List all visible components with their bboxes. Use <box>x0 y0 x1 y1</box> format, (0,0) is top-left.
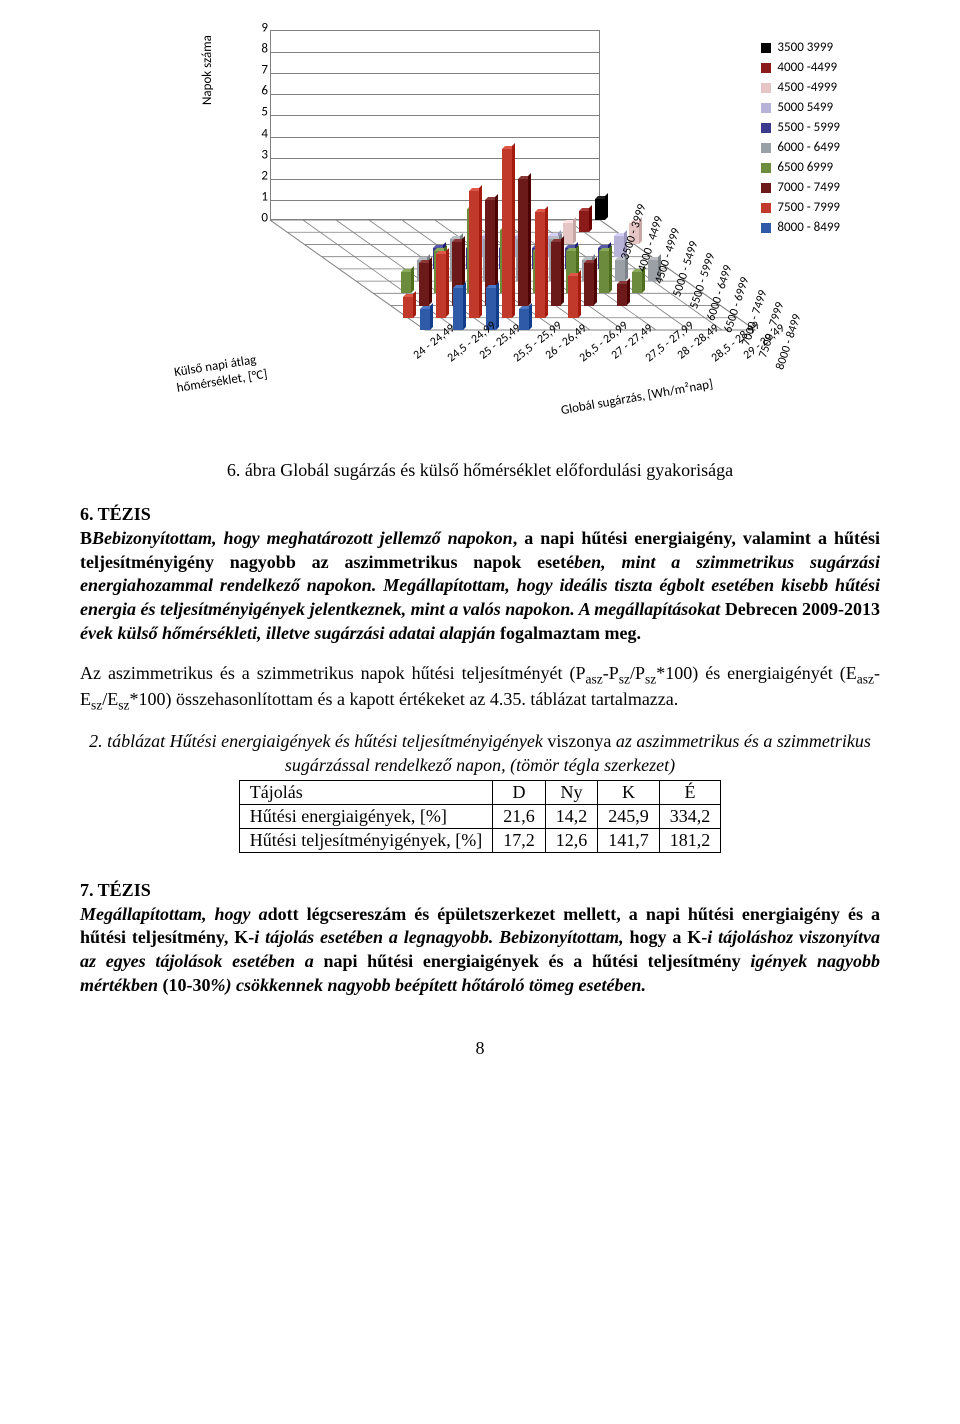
legend-item: 8000 - 8499 <box>761 220 840 235</box>
thesis-6-body: BBebizonyítottam, hogy meghatározott jel… <box>80 528 880 643</box>
legend-swatch <box>761 103 771 113</box>
legend-label: 5000 5499 <box>777 100 833 115</box>
table-row-label: Hűtési teljesítményigények, [%] <box>239 828 492 852</box>
table-header: Ny <box>545 780 598 804</box>
chart-bar <box>401 272 411 293</box>
thesis-6-head: 6. TÉZIS <box>80 504 151 524</box>
chart-bar <box>436 254 446 317</box>
chart-bar <box>419 263 429 305</box>
chart-bar <box>599 251 609 293</box>
chart-bar <box>519 309 529 330</box>
table-cell: 17,2 <box>493 828 546 852</box>
legend-swatch <box>761 83 771 93</box>
chart-bar <box>535 212 545 318</box>
table-cell: 12,6 <box>545 828 598 852</box>
legend-label: 6500 6999 <box>777 160 833 175</box>
chart-bar <box>568 276 578 318</box>
legend-swatch <box>761 223 771 233</box>
legend-label: 3500 3999 <box>777 40 833 55</box>
table-cell: 334,2 <box>659 804 721 828</box>
table-cell: 181,2 <box>659 828 721 852</box>
chart-bar <box>469 191 479 318</box>
chart-bar <box>617 284 627 305</box>
table-cell: 21,6 <box>493 804 546 828</box>
thesis-7-body: Megállapítottam, hogy adott légcsereszám… <box>80 904 880 995</box>
y-axis-ticks: 0123456789 <box>248 28 268 222</box>
thesis-7-head: 7. TÉZIS <box>80 880 151 900</box>
legend-swatch <box>761 123 771 133</box>
bar3d-chart: Napok száma 0123456789 24 - 24,4924,5 - … <box>130 20 830 440</box>
legend-item: 6500 6999 <box>761 160 840 175</box>
thesis-6: 6. TÉZIS BBebizonyítottam, hogy meghatár… <box>80 503 880 646</box>
legend-label: 4500 -4999 <box>777 80 837 95</box>
legend-swatch <box>761 43 771 53</box>
legend-label: 5500 - 5999 <box>777 120 840 135</box>
legend-item: 4000 -4499 <box>761 60 840 75</box>
table-caption: 2. táblázat Hűtési energiaigények és hűt… <box>80 730 880 778</box>
chart-bar <box>420 309 430 330</box>
chart-bar <box>563 223 573 244</box>
y-axis-title: Napok száma <box>200 35 215 105</box>
table-cell: 245,9 <box>598 804 660 828</box>
legend-label: 6000 - 6499 <box>777 140 840 155</box>
chart-bar <box>595 199 605 220</box>
table-header-row: Tájolás D Ny K É <box>239 780 720 804</box>
chart-bar <box>502 149 512 318</box>
page-number: 8 <box>80 1038 880 1059</box>
chart-bar <box>632 272 642 293</box>
legend-label: 7500 - 7999 <box>777 200 840 215</box>
table-row-label: Hűtési energiaigények, [%] <box>239 804 492 828</box>
legend-label: 4000 -4499 <box>777 60 837 75</box>
legend-item: 5500 - 5999 <box>761 120 840 135</box>
paragraph-compare: Az aszimmetrikus és a szimmetrikus napok… <box>80 662 880 715</box>
legend-swatch <box>761 183 771 193</box>
table-cell: 141,7 <box>598 828 660 852</box>
legend-item: 6000 - 6499 <box>761 140 840 155</box>
figure-caption: 6. ábra Globál sugárzás és külső hőmérsé… <box>80 460 880 481</box>
table-col-label: Tájolás <box>239 780 492 804</box>
legend-item: 7500 - 7999 <box>761 200 840 215</box>
legend-label: 8000 - 8499 <box>777 220 840 235</box>
legend-item: 3500 3999 <box>761 40 840 55</box>
chart-bar <box>453 288 463 330</box>
thesis-7: 7. TÉZIS Megállapítottam, hogy adott lég… <box>80 879 880 998</box>
legend-swatch <box>761 163 771 173</box>
chart-bar <box>518 179 528 306</box>
legend-swatch <box>761 143 771 153</box>
chart-bar <box>403 297 413 318</box>
legend-item: 5000 5499 <box>761 100 840 115</box>
legend-swatch <box>761 63 771 73</box>
chart-bar <box>551 242 561 305</box>
table-cell: 14,2 <box>545 804 598 828</box>
legend-item: 7000 - 7499 <box>761 180 840 195</box>
x-outer-title: Külső napi átlaghőmérséklet, [°C] <box>173 351 268 396</box>
table-header: K <box>598 780 660 804</box>
legend-swatch <box>761 203 771 213</box>
chart-bar <box>579 211 589 232</box>
table-row: Hűtési energiaigények, [%] 21,6 14,2 245… <box>239 804 720 828</box>
legend-label: 7000 - 7499 <box>777 180 840 195</box>
table-2: Tájolás D Ny K É Hűtési energiaigények, … <box>239 780 721 853</box>
x-inner-title: Globál sugárzás, [Wh/m²nap] <box>560 377 714 419</box>
legend-item: 4500 -4999 <box>761 80 840 95</box>
table-row: Hűtési teljesítményigények, [%] 17,2 12,… <box>239 828 720 852</box>
chart-legend: 3500 3999 4000 -4499 4500 -4999 5000 5499 55… <box>761 40 840 240</box>
table-header: É <box>659 780 721 804</box>
chart-bar <box>584 263 594 305</box>
table-header: D <box>493 780 546 804</box>
chart-bars <box>270 30 750 220</box>
chart-bar <box>615 260 625 281</box>
